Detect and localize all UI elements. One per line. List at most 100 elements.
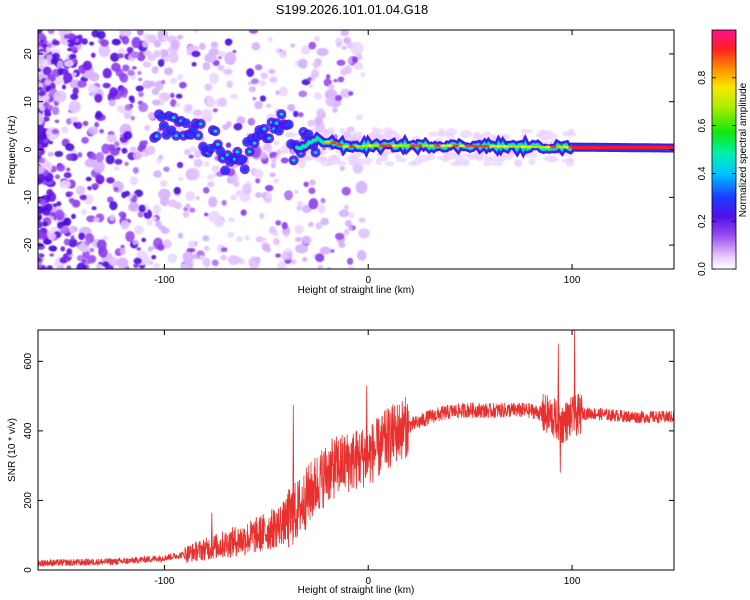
noise-blob: [254, 191, 262, 199]
noise-blob: [153, 262, 160, 269]
colorbar-tick-label: 0.2: [697, 214, 708, 228]
noise-blob: [220, 254, 227, 261]
noise-blob: [79, 194, 87, 201]
ridge-hotspot: [501, 145, 509, 148]
noise-blob: [162, 239, 172, 249]
noise-blob: [360, 71, 366, 78]
colorbar-ticks: 0.0 0.2 0.4 0.6 0.8: [697, 70, 736, 276]
noise-blob: [140, 152, 147, 158]
noise-blob: [340, 68, 348, 76]
noise-blob: [224, 51, 237, 65]
noise-blob: [38, 112, 45, 126]
ridge-hotspot: [446, 144, 454, 148]
ridge-clump-core: [174, 134, 179, 138]
noise-blob: [312, 60, 320, 69]
noise-blob: [43, 94, 50, 101]
noise-blob: [348, 212, 355, 219]
noise-blob: [141, 237, 147, 243]
halo-blob: [361, 157, 374, 163]
noise-blob: [77, 152, 83, 158]
noise-blob: [316, 108, 325, 118]
noise-blob: [332, 107, 338, 113]
noise-blob: [158, 188, 171, 200]
noise-blob: [314, 116, 323, 126]
noise-blob: [171, 49, 176, 53]
noise-blob: [102, 261, 110, 268]
noise-blob: [248, 30, 259, 34]
noise-blob: [193, 30, 199, 34]
noise-blob: [288, 103, 296, 112]
halo-blob: [363, 160, 372, 165]
ridge-hotspot: [409, 144, 417, 148]
noise-blob: [143, 140, 149, 145]
noise-blob: [53, 203, 58, 207]
noise-blob: [211, 259, 219, 267]
noise-blob: [85, 176, 92, 182]
noise-blob: [71, 213, 76, 220]
noise-blob: [106, 177, 115, 184]
spectrogram-y-tick-label: 20: [23, 48, 34, 60]
noise-blob: [301, 45, 311, 56]
snr-frame: [37, 329, 675, 571]
noise-blob: [66, 265, 72, 269]
noise-blob: [164, 56, 171, 62]
halo-blob: [337, 161, 347, 166]
colorbar-label: Normalized spectral amplitude: [738, 82, 749, 217]
noise-blob: [38, 90, 45, 97]
noise-blob: [340, 30, 349, 37]
ridge-hotspot: [427, 144, 435, 148]
noise-blob: [265, 192, 272, 199]
noise-blob: [124, 112, 131, 120]
noise-blob: [71, 72, 77, 77]
noise-blob: [75, 185, 86, 196]
noise-blob: [91, 183, 99, 190]
ridge-hotspot: [562, 145, 570, 149]
noise-blob: [227, 231, 235, 238]
noise-blob: [334, 232, 345, 240]
noise-blob: [63, 34, 69, 39]
noise-blob: [42, 209, 52, 216]
noise-blob: [135, 85, 144, 92]
halo-blob: [546, 132, 558, 140]
ridge-clump-core: [262, 127, 267, 131]
noise-blob: [38, 157, 46, 164]
noise-blob: [177, 176, 184, 182]
noise-blob: [62, 72, 73, 83]
noise-blob: [50, 57, 58, 65]
spectrogram-signal-ridge: [149, 109, 674, 176]
ridge-clump-core: [247, 150, 252, 154]
noise-blob: [202, 235, 208, 240]
spectrogram-y-axis-label: Frequency (Hz): [7, 116, 18, 185]
noise-blob: [198, 255, 205, 261]
noise-blob: [236, 189, 244, 197]
noise-blob: [178, 81, 187, 89]
halo-blob: [428, 131, 439, 137]
colorbar-tick-label: 0.8: [697, 70, 708, 84]
noise-blob: [113, 141, 120, 148]
halo-blob: [473, 151, 487, 158]
noise-blob: [277, 261, 287, 269]
ridge-hotspot: [452, 144, 460, 148]
noise-blob: [153, 170, 162, 178]
noise-blob: [348, 266, 354, 269]
noise-blob: [98, 44, 111, 58]
noise-blob: [270, 162, 276, 169]
noise-blob: [202, 257, 211, 268]
noise-blob: [271, 157, 277, 164]
snr-y-ticks: 0 200 400 600: [23, 353, 674, 573]
ridge-hotspot: [525, 145, 533, 149]
snr-y-tick-label: 400: [23, 422, 34, 439]
ridge-clump-core: [267, 136, 271, 140]
noise-blob: [275, 90, 280, 96]
noise-blob: [311, 69, 320, 79]
ridge-hotspot: [360, 144, 368, 148]
noise-blob: [325, 97, 335, 107]
noise-blob: [325, 74, 331, 80]
noise-blob: [157, 243, 165, 251]
noise-blob: [339, 165, 345, 171]
noise-blob: [119, 72, 129, 83]
noise-blob: [102, 82, 111, 89]
noise-blob: [358, 228, 370, 239]
ridge-clump-core: [215, 142, 220, 146]
snr-x-axis-label: Height of straight line (km): [298, 585, 415, 596]
